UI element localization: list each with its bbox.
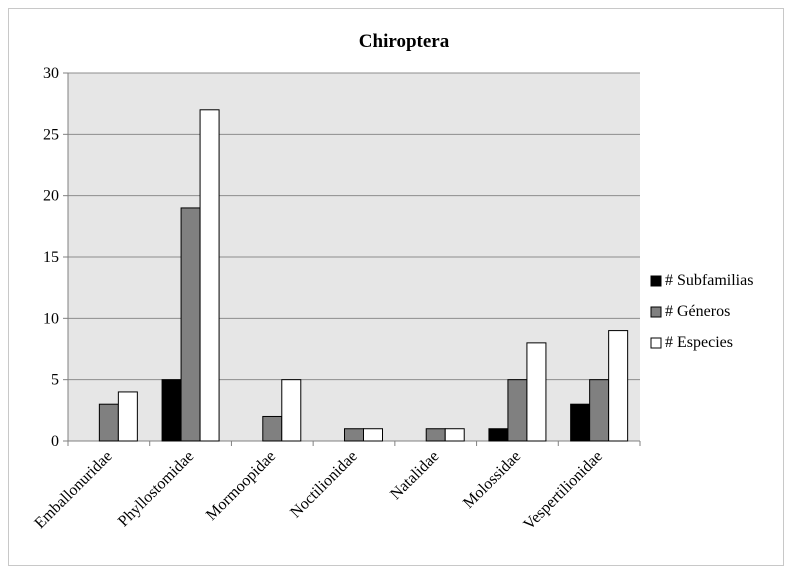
x-category-label: Noctilionidae — [287, 448, 361, 522]
legend-swatch — [650, 275, 662, 287]
bar-generos — [507, 379, 528, 442]
bar-generos — [180, 207, 201, 442]
y-tick-label: 0 — [51, 433, 59, 450]
legend-swatch — [650, 337, 662, 349]
legend-swatch — [650, 306, 662, 318]
plot-area: 0 5 10 15 20 25 30 Emballonuridae Phyllostomidae… — [31, 65, 641, 534]
bar-generos — [344, 428, 364, 442]
x-category-label: Emballonuridae — [31, 448, 115, 532]
bar-especies — [526, 342, 547, 442]
bar-especies — [444, 428, 465, 442]
bar-subfamilias — [161, 379, 182, 442]
bar-generos — [262, 415, 283, 442]
bar-especies — [363, 428, 383, 442]
legend-label: # Géneros — [665, 303, 730, 320]
x-category-label: Molossidae — [460, 448, 524, 512]
y-tick-label: 30 — [43, 65, 59, 82]
legend-label: # Subfamilias — [665, 272, 753, 289]
bar-especies — [281, 379, 302, 442]
bar-especies — [199, 109, 220, 442]
bar-subfamilias — [570, 403, 591, 442]
y-tick-label: 10 — [43, 310, 59, 327]
legend: # Subfamilias # Géneros # Especies — [650, 272, 753, 351]
y-tick-label: 5 — [51, 372, 59, 389]
legend-label: # Especies — [665, 334, 733, 351]
x-category-label: Natalidae — [387, 448, 442, 503]
chart-title: Chiroptera — [359, 31, 450, 52]
y-tick-label: 25 — [43, 126, 59, 143]
x-category-label: Vespertilionidae — [520, 448, 606, 534]
bar-subfamilias — [488, 428, 509, 442]
bar-generos — [425, 428, 446, 442]
bar-especies — [117, 391, 138, 442]
y-tick-label: 20 — [43, 188, 59, 205]
bar-generos — [98, 403, 119, 442]
bar-especies — [608, 330, 629, 442]
bar-generos — [589, 379, 610, 442]
y-tick-label: 15 — [43, 249, 59, 266]
x-category-label: Phyllostomidae — [115, 448, 197, 530]
x-category-label: Mormoopidae — [203, 448, 279, 524]
